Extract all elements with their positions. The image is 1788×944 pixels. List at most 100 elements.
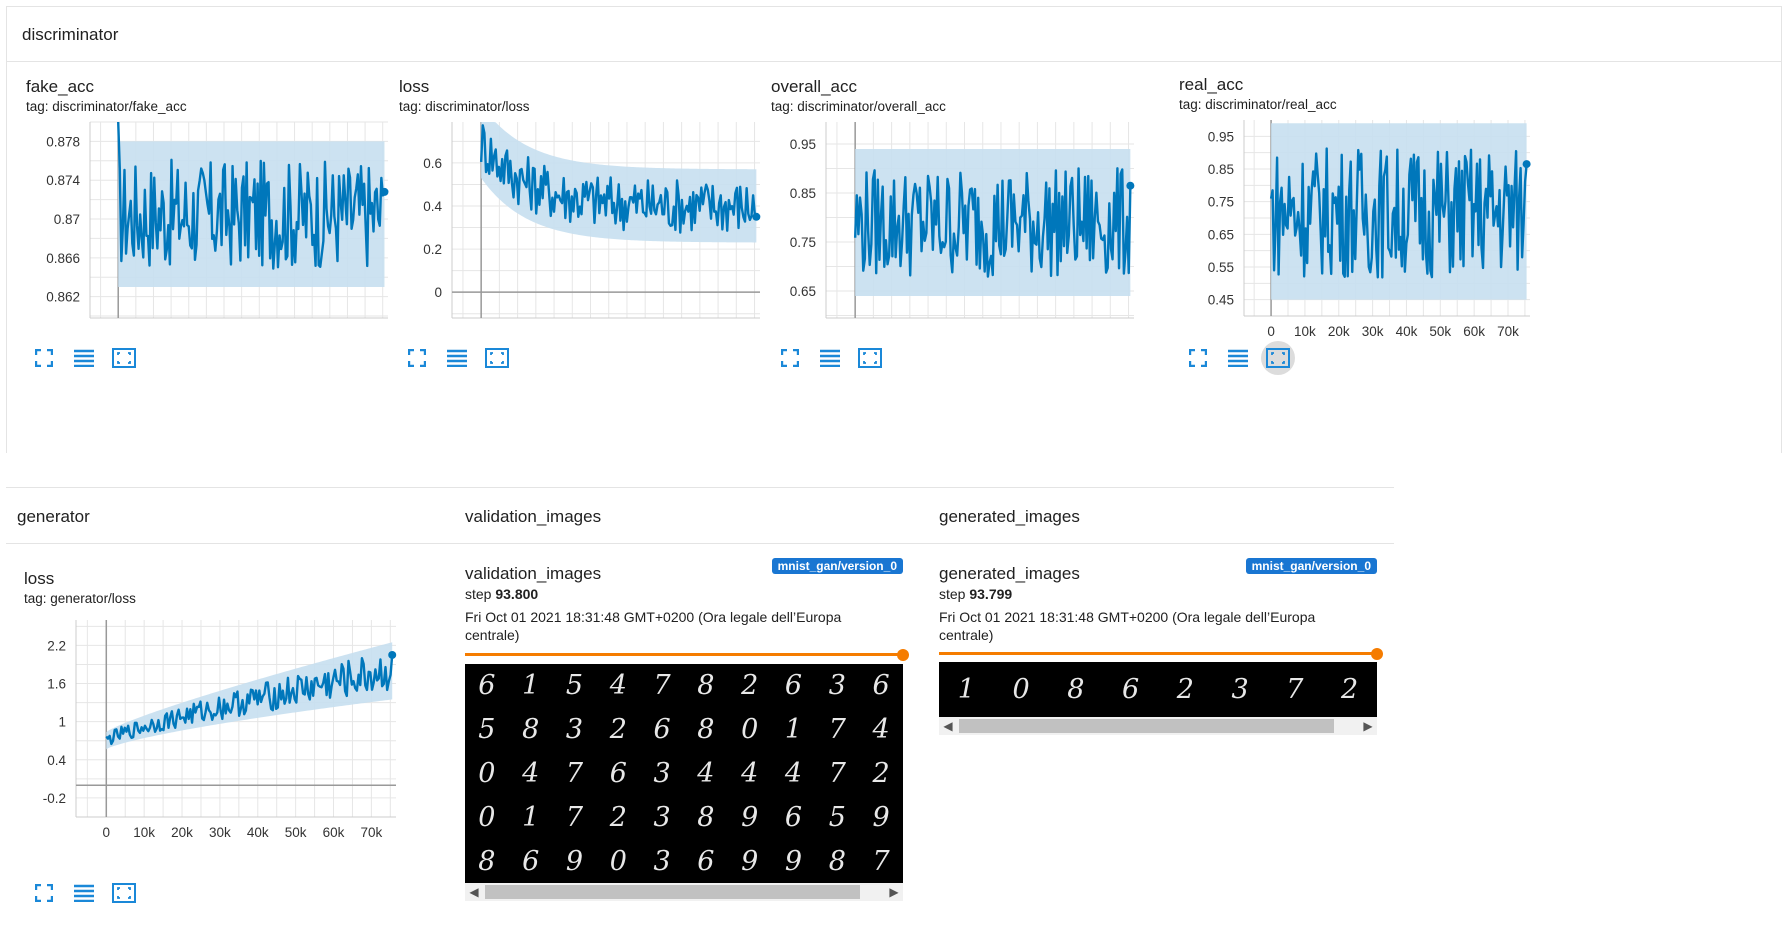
fullscreen-button[interactable]: [24, 876, 64, 910]
validation-digit: 7: [653, 670, 671, 702]
scrollbar-thumb[interactable]: [485, 885, 860, 899]
generated-digit: 2: [1176, 674, 1194, 705]
step-label: step: [465, 586, 492, 602]
y-tick-label: 0.85: [790, 186, 816, 201]
step-slider-track[interactable]: [939, 652, 1377, 655]
data-table-button[interactable]: [64, 341, 104, 375]
validation-digit: 8: [828, 845, 846, 877]
fullscreen-button[interactable]: [1178, 341, 1218, 375]
fit-domain-button[interactable]: [477, 341, 517, 375]
x-tick-label: 0: [103, 825, 111, 840]
horizontal-scrollbar[interactable]: ◀ ▶: [939, 717, 1377, 735]
validation-digit: 7: [565, 757, 584, 789]
scrollbar-thumb[interactable]: [959, 719, 1334, 733]
validation-digit: 2: [872, 757, 890, 789]
validation-digit: 3: [565, 714, 584, 746]
horizontal-scrollbar[interactable]: ◀ ▶: [465, 883, 903, 901]
series-line: [117, 121, 386, 270]
x-tick-label: 10k: [1294, 324, 1316, 339]
validation-digit: 4: [741, 757, 759, 789]
validation-digit: 0: [741, 714, 759, 746]
section-title-validation-images[interactable]: validation_images: [465, 507, 602, 526]
fit-domain-icon: [858, 348, 882, 368]
scroll-left-icon[interactable]: ◀: [469, 885, 479, 899]
section-title: discriminator: [22, 25, 119, 44]
card-tag: tag: discriminator/overall_acc: [771, 99, 946, 114]
step-info: step 93.799: [939, 586, 1012, 602]
scroll-left-icon[interactable]: ◀: [943, 719, 953, 733]
y-tick-label: 0.65: [1208, 227, 1234, 242]
validation-digit: 7: [828, 757, 846, 789]
fit-domain-button[interactable]: [104, 876, 144, 910]
fullscreen-button[interactable]: [770, 341, 810, 375]
validation-digit: 3: [653, 845, 671, 877]
card-toolbar: [770, 341, 890, 375]
card-toolbar: [397, 341, 517, 375]
fit-domain-button[interactable]: [104, 341, 144, 375]
validation-digit: 8: [522, 714, 540, 746]
card-toolbar: [1178, 341, 1298, 375]
chart-real-acc[interactable]: 0.95 0.85 0.75 0.65 0.55 0.45 0 10k 20k 30k 40k 50k…: [1178, 116, 1548, 346]
validation-digit: 3: [828, 670, 846, 702]
validation-digit: 3: [653, 757, 671, 789]
fullscreen-icon: [781, 349, 799, 367]
card-tag: tag: discriminator/fake_acc: [26, 99, 187, 114]
fit-domain-button[interactable]: [1258, 341, 1298, 375]
fit-domain-button[interactable]: [850, 341, 890, 375]
generated-digit: 1: [957, 674, 975, 705]
x-tick-label: 60k: [323, 825, 345, 840]
step-info: step 93.800: [465, 586, 538, 602]
timestamp: Fri Oct 01 2021 18:31:48 GMT+0200 (Ora l…: [465, 609, 842, 643]
section-title-generated-images[interactable]: generated_images: [939, 507, 1080, 526]
scroll-right-icon[interactable]: ▶: [1363, 719, 1373, 733]
validation-digit: 0: [478, 757, 496, 789]
section-header-discriminator[interactable]: discriminator: [7, 7, 1781, 62]
x-tick-label: 60k: [1463, 324, 1485, 339]
y-tick-label: 2.2: [47, 638, 66, 653]
step-slider-thumb[interactable]: [1371, 648, 1383, 660]
validation-digit: 6: [784, 801, 803, 833]
fit-domain-icon: [112, 348, 136, 368]
fit-domain-icon: [112, 883, 136, 903]
validation-digit: 9: [741, 801, 759, 833]
chart-fake-acc[interactable]: 0.878 0.874 0.87 0.866 0.862: [24, 118, 394, 323]
fullscreen-button[interactable]: [24, 341, 64, 375]
timestamp: Fri Oct 01 2021 18:31:48 GMT+0200 (Ora l…: [939, 609, 1316, 643]
validation-digit: 5: [478, 714, 496, 746]
card-title: fake_acc: [26, 77, 95, 96]
validation-digit: 6: [609, 757, 627, 789]
data-table-button[interactable]: [810, 341, 850, 375]
chart-generator-loss[interactable]: 2.2 1.6 1 0.4 -0.2 0 10k 20k 30k 40k 50k 60k 70k: [18, 616, 448, 878]
step-slider-track[interactable]: [465, 653, 903, 656]
y-tick-label: 0.87: [54, 212, 80, 227]
fullscreen-button[interactable]: [397, 341, 437, 375]
validation-digit: 2: [609, 801, 627, 833]
series-line: [479, 124, 758, 234]
data-table-button[interactable]: [1218, 341, 1258, 375]
chart-overall-acc[interactable]: 0.95 0.85 0.75 0.65: [770, 118, 1140, 323]
card-title: loss: [399, 77, 430, 96]
step-label: step: [939, 586, 966, 602]
validation-digit: 8: [697, 714, 715, 746]
validation-digit: 4: [522, 757, 540, 789]
x-tick-label: 70k: [1497, 324, 1519, 339]
image-card-title: validation_images: [465, 564, 602, 583]
y-tick-label: 0.6: [423, 156, 442, 171]
validation-digit: 6: [784, 670, 803, 702]
validation-digit: 5: [565, 670, 584, 702]
chart-discriminator-loss[interactable]: 0.6 0.4 0.2 0: [396, 118, 766, 323]
series-endpoint: [388, 650, 397, 659]
data-table-button[interactable]: [437, 341, 477, 375]
x-tick-label: 10k: [133, 825, 155, 840]
scroll-right-icon[interactable]: ▶: [889, 885, 899, 899]
y-tick-label: 0.862: [46, 290, 80, 305]
validation-digit: 6: [478, 670, 496, 702]
x-tick-label: 50k: [285, 825, 307, 840]
validation-digit: 4: [872, 714, 890, 746]
step-slider-thumb[interactable]: [897, 649, 909, 661]
series-endpoint: [1126, 181, 1135, 190]
data-table-button[interactable]: [64, 876, 104, 910]
section-title-generator[interactable]: generator: [17, 507, 90, 526]
x-tick-label: 30k: [1362, 324, 1384, 339]
